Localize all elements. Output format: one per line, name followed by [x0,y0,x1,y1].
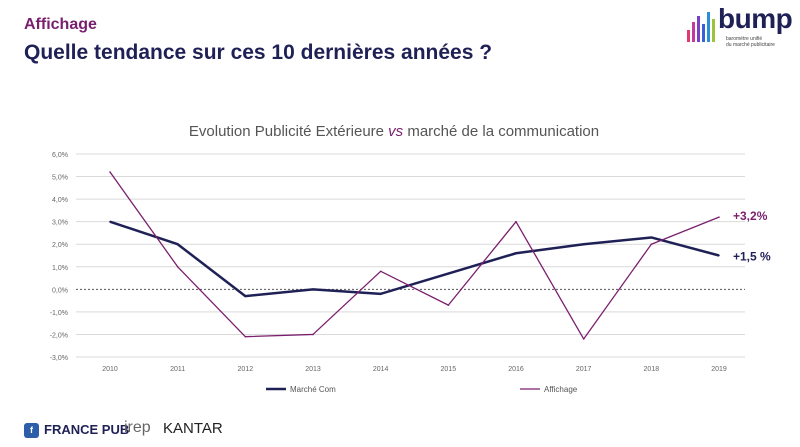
data-point [312,288,314,291]
y-tick-label: 3,0% [52,220,68,227]
end-value-label: +1,5 % [733,250,771,264]
data-point [650,243,653,246]
series-line-marche-com [109,220,720,298]
data-point [447,304,450,306]
legend-label: Marché Com [290,385,336,394]
series-lines: +1,5 % +3,2% [109,171,771,340]
legend-label: Affichage [544,385,578,394]
x-tick-label: 2019 [711,366,727,373]
data-point [582,338,585,340]
x-tick-label: 2013 [305,366,321,373]
y-axis-ticks: 6,0% 5,0% 4,0% 3,0% 2,0% 1,0% 0,0% -1,0% -2,0% -3… [50,152,68,362]
footer-brand-irep: irep [124,419,151,436]
data-point [244,295,247,297]
series-line-affichage [109,171,720,340]
logo-wordmark: bump [718,3,793,34]
chart-title: Evolution Publicité Extérieure vs marché… [189,123,599,140]
legend: Marché Com Affichage [266,385,578,394]
y-tick-label: -3,0% [50,355,68,362]
x-tick-label: 2018 [644,366,660,373]
x-tick-label: 2010 [102,366,118,373]
y-tick-label: 2,0% [52,242,68,249]
footer-brand-kantar: KANTAR [163,420,223,437]
x-axis-ticks: 2010 2011 2012 2013 2014 2015 2016 2017 2018 2019 [102,366,727,373]
y-tick-label: 6,0% [52,152,68,159]
data-point [515,220,517,223]
data-point [582,243,585,246]
y-tick-label: 4,0% [52,197,68,204]
y-tick-label: 0,0% [52,287,68,294]
y-tick-label: 1,0% [52,265,68,272]
data-point [650,236,653,239]
y-tick-label: -2,0% [50,332,68,339]
data-point [379,293,382,295]
data-point [176,243,179,246]
x-tick-label: 2014 [373,366,389,373]
page-title: Quelle tendance sur ces 10 dernières ann… [24,41,493,64]
data-point [244,335,247,338]
bump-logo: bump baromètre unifié du marché publicit… [686,3,793,48]
data-point [109,171,111,173]
france-pub-icon: f [24,423,39,438]
x-tick-label: 2012 [238,366,254,373]
end-value-label: +3,2% [733,209,768,223]
gridlines [76,153,745,358]
logo-bars-icon [687,12,715,42]
x-tick-label: 2011 [170,366,185,373]
data-point [379,270,382,273]
x-tick-label: 2016 [508,366,524,373]
x-tick-label: 2017 [576,366,592,373]
kicker-title: Affichage [24,16,97,33]
data-point [176,265,179,268]
x-tick-label: 2015 [441,366,457,373]
data-point [109,220,111,223]
y-tick-label: 5,0% [52,175,68,182]
data-point [718,254,720,257]
data-point [515,252,517,255]
logo-tagline: baromètre unifié [726,36,763,42]
data-point [447,272,450,275]
footer-brand-france-pub: FRANCE PUB [44,422,130,437]
y-tick-label: -1,0% [50,310,68,317]
logo-tagline-2: du marché publicitaire [726,42,775,48]
data-point [718,216,720,218]
data-point [312,333,314,336]
